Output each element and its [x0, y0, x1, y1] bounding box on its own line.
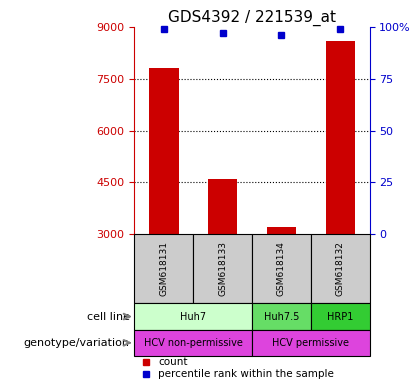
Bar	[326, 41, 355, 234]
Bar	[252, 330, 370, 356]
Text: GSM618133: GSM618133	[218, 242, 227, 296]
Text: HRP1: HRP1	[327, 311, 353, 321]
Text: HCV permissive: HCV permissive	[272, 338, 349, 348]
Bar	[134, 303, 252, 330]
Text: GSM618134: GSM618134	[277, 242, 286, 296]
Bar	[193, 234, 252, 303]
Title: GDS4392 / 221539_at: GDS4392 / 221539_at	[168, 9, 336, 25]
Text: cell line: cell line	[87, 311, 130, 321]
Bar	[252, 234, 311, 303]
Text: Huh7: Huh7	[180, 311, 206, 321]
Text: GSM618132: GSM618132	[336, 242, 345, 296]
Text: Huh7.5: Huh7.5	[264, 311, 299, 321]
Bar	[311, 234, 370, 303]
Text: genotype/variation: genotype/variation	[24, 338, 130, 348]
Text: GSM618131: GSM618131	[159, 242, 168, 296]
Bar	[134, 234, 193, 303]
Bar	[252, 303, 311, 330]
Text: HCV non-permissive: HCV non-permissive	[144, 338, 243, 348]
Bar	[149, 68, 178, 234]
Bar	[134, 330, 252, 356]
Text: percentile rank within the sample: percentile rank within the sample	[158, 369, 334, 379]
Bar	[208, 179, 237, 234]
Text: count: count	[158, 357, 187, 367]
Bar	[267, 227, 296, 234]
Bar	[311, 303, 370, 330]
